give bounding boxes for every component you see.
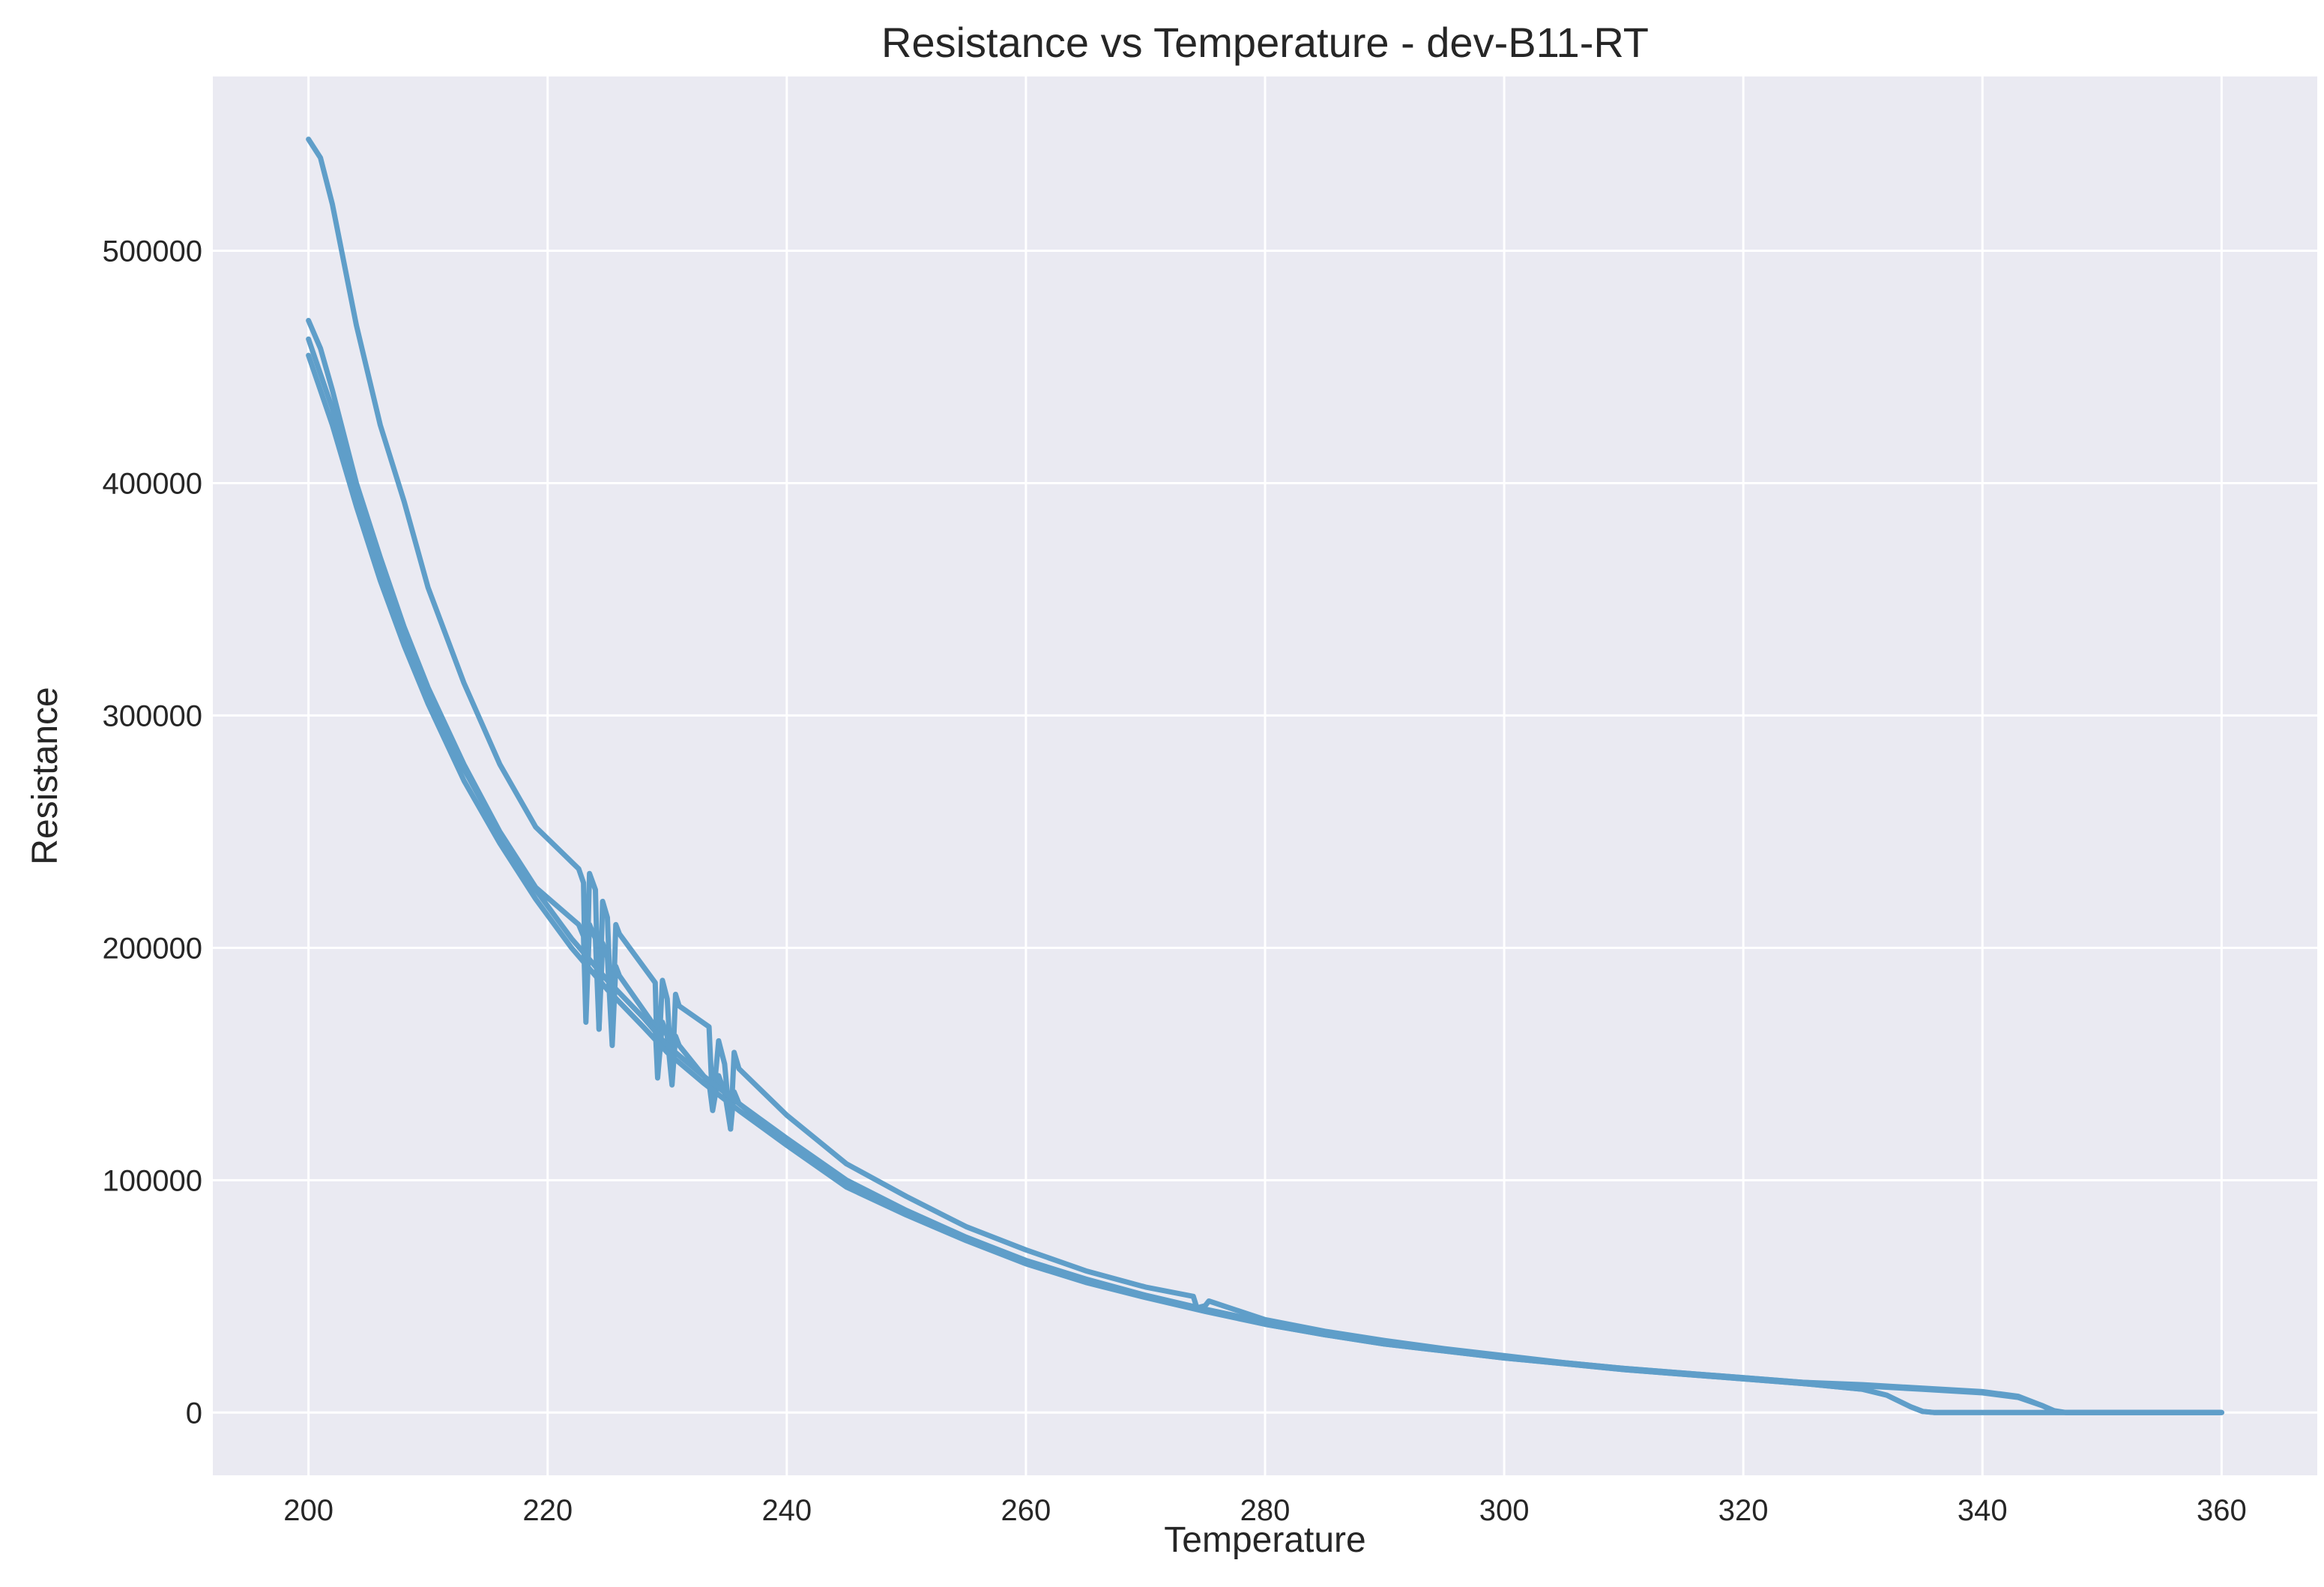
- series-line-4: [306, 336, 2224, 1415]
- y-tick-label: 300000: [103, 699, 202, 732]
- y-tick-label: 500000: [103, 235, 202, 268]
- y-tick-label: 400000: [103, 467, 202, 500]
- x-tick-label: 260: [1001, 1494, 1051, 1527]
- x-tick-label: 320: [1718, 1494, 1769, 1527]
- y-tick-label: 0: [186, 1397, 202, 1430]
- x-axis-label: Temperature: [1164, 1520, 1365, 1560]
- y-axis-label: Resistance: [25, 687, 65, 864]
- x-tick-label: 280: [1240, 1494, 1291, 1527]
- y-tick-label: 200000: [103, 932, 202, 965]
- tick-labels: 200 220 240 260 280 300 320 340 360 0 100000 200000…: [103, 235, 2247, 1527]
- series-line-3: [306, 352, 2224, 1415]
- x-tick-label: 200: [283, 1494, 333, 1527]
- y-tick-label: 100000: [103, 1164, 202, 1197]
- chart-title: Resistance vs Temperature - dev-B11-RT: [881, 19, 1649, 66]
- grid: [213, 76, 2317, 1475]
- series-layer: [306, 136, 2224, 1415]
- x-tick-label: 240: [761, 1494, 812, 1527]
- x-tick-label: 300: [1479, 1494, 1530, 1527]
- x-tick-label: 220: [522, 1494, 573, 1527]
- x-tick-label: 360: [2197, 1494, 2247, 1527]
- x-tick-label: 340: [1958, 1494, 2008, 1527]
